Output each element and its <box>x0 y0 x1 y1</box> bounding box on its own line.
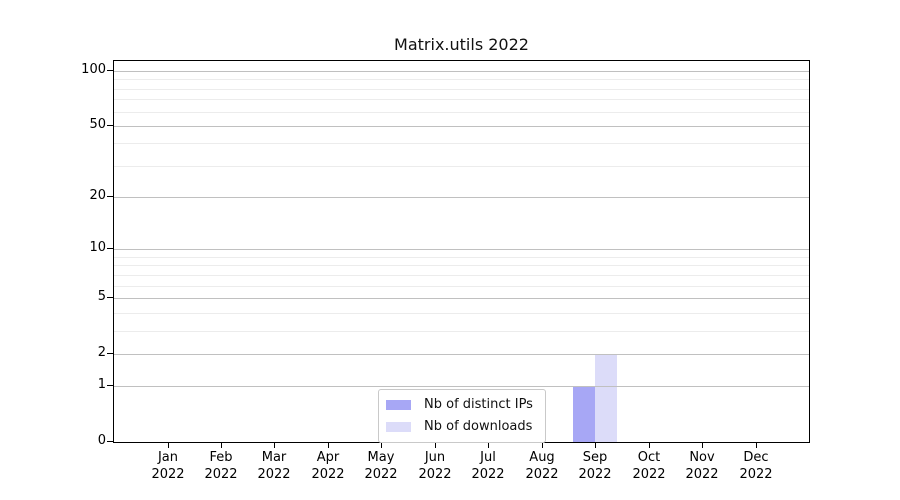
x-tick-month: May <box>367 450 395 465</box>
x-tick-mark <box>595 443 596 448</box>
y-gridline-major <box>114 386 809 387</box>
y-gridline-major <box>114 71 809 72</box>
y-gridline-minor <box>114 265 809 266</box>
x-tick-year: 2022 <box>311 467 345 482</box>
legend-swatch-downloads <box>386 421 411 432</box>
bar-distinct-ips <box>573 386 595 442</box>
y-tick-mark <box>107 353 113 354</box>
x-tick-year: 2022 <box>632 467 666 482</box>
y-gridline-minor <box>114 313 809 314</box>
y-gridline-major <box>114 354 809 355</box>
x-tick-label: Aug 2022 <box>510 449 574 483</box>
x-tick-mark <box>168 443 169 448</box>
x-tick-label: Jan 2022 <box>136 449 200 483</box>
x-tick-mark <box>488 443 489 448</box>
x-tick-mark <box>274 443 275 448</box>
legend-label-distinct-ips: Nb of distinct IPs <box>424 397 533 412</box>
x-tick-month: Jul <box>480 450 496 465</box>
x-tick-month: Sep <box>582 450 608 465</box>
y-tick-label: 20 <box>89 188 106 203</box>
y-gridline-major <box>114 298 809 299</box>
x-tick-label: Oct 2022 <box>617 449 681 483</box>
x-tick-label: Jul 2022 <box>456 449 520 483</box>
x-tick-mark <box>381 443 382 448</box>
y-gridline-minor <box>114 99 809 100</box>
plot-area <box>113 60 810 443</box>
bar-downloads <box>595 354 617 442</box>
y-gridline-minor <box>114 257 809 258</box>
x-tick-month: Aug <box>529 450 555 465</box>
y-gridline-minor <box>114 286 809 287</box>
x-tick-year: 2022 <box>418 467 452 482</box>
x-tick-month: Feb <box>209 450 233 465</box>
x-tick-year: 2022 <box>364 467 398 482</box>
legend-item-distinct-ips: Nb of distinct IPs <box>386 397 533 412</box>
x-tick-year: 2022 <box>471 467 505 482</box>
x-tick-label: Jun 2022 <box>403 449 467 483</box>
x-tick-label: Mar 2022 <box>242 449 306 483</box>
x-tick-month: Nov <box>689 450 715 465</box>
legend: Nb of distinct IPs Nb of downloads <box>378 389 546 443</box>
x-tick-year: 2022 <box>257 467 291 482</box>
y-gridline-minor <box>114 112 809 113</box>
y-tick-label: 100 <box>81 62 106 77</box>
y-gridline-minor <box>114 79 809 80</box>
y-tick-label: 0 <box>97 433 106 448</box>
y-tick-label: 50 <box>89 117 106 132</box>
x-tick-mark <box>542 443 543 448</box>
y-gridline-minor <box>114 89 809 90</box>
chart-title: Matrix.utils 2022 <box>394 35 529 54</box>
x-tick-month: Apr <box>316 450 340 465</box>
y-tick-label: 2 <box>97 345 106 360</box>
x-tick-year: 2022 <box>204 467 238 482</box>
y-gridline-minor <box>114 331 809 332</box>
legend-label-downloads: Nb of downloads <box>424 419 533 434</box>
x-tick-year: 2022 <box>151 467 185 482</box>
x-tick-label: Dec 2022 <box>724 449 788 483</box>
y-tick-mark <box>107 125 113 126</box>
x-tick-mark <box>649 443 650 448</box>
x-tick-year: 2022 <box>739 467 773 482</box>
y-tick-mark <box>107 70 113 71</box>
y-tick-label: 5 <box>97 289 106 304</box>
x-tick-mark <box>435 443 436 448</box>
legend-swatch-distinct-ips <box>386 399 411 410</box>
y-gridline-major <box>114 197 809 198</box>
x-tick-year: 2022 <box>685 467 719 482</box>
y-gridline-minor <box>114 143 809 144</box>
y-gridline-major <box>114 126 809 127</box>
y-gridline-major <box>114 249 809 250</box>
y-tick-label: 10 <box>89 240 106 255</box>
x-tick-label: Nov 2022 <box>670 449 734 483</box>
x-tick-month: Jan <box>157 450 179 465</box>
y-tick-mark <box>107 441 113 442</box>
x-tick-label: May 2022 <box>349 449 413 483</box>
y-tick-mark <box>107 297 113 298</box>
y-gridline-minor <box>114 275 809 276</box>
x-tick-month: Jun <box>424 450 446 465</box>
y-tick-label: 1 <box>97 377 106 392</box>
y-gridline-minor <box>114 166 809 167</box>
x-tick-label: Feb 2022 <box>189 449 253 483</box>
x-tick-mark <box>328 443 329 448</box>
x-tick-month: Mar <box>261 450 287 465</box>
x-tick-mark <box>702 443 703 448</box>
y-tick-mark <box>107 385 113 386</box>
x-tick-month: Dec <box>743 450 769 465</box>
x-tick-year: 2022 <box>578 467 612 482</box>
x-tick-label: Apr 2022 <box>296 449 360 483</box>
x-tick-month: Oct <box>637 450 661 465</box>
y-tick-mark <box>107 248 113 249</box>
x-tick-year: 2022 <box>525 467 559 482</box>
x-tick-mark <box>221 443 222 448</box>
x-tick-mark <box>756 443 757 448</box>
legend-item-downloads: Nb of downloads <box>386 419 533 434</box>
y-tick-mark <box>107 196 113 197</box>
x-tick-label: Sep 2022 <box>563 449 627 483</box>
